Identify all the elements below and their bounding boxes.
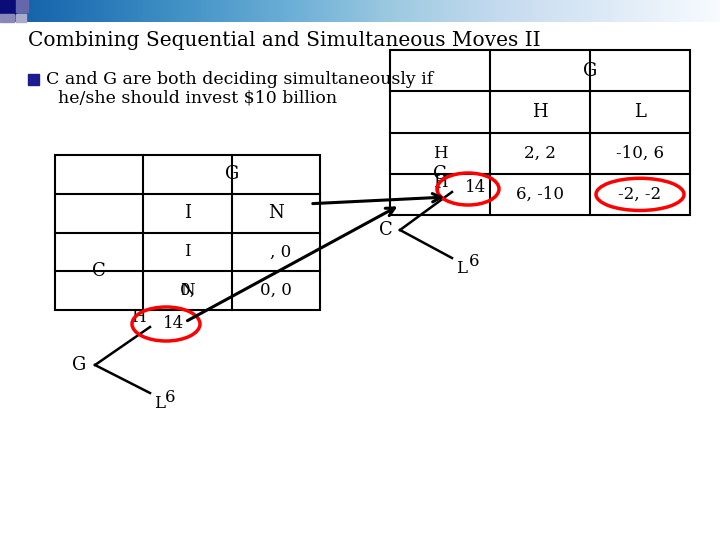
Text: 2, 2: 2, 2 (524, 145, 556, 161)
Text: 14: 14 (163, 314, 184, 332)
Text: H: H (532, 103, 548, 121)
Text: N: N (268, 204, 284, 222)
Bar (16, 14, 26, 22)
Text: L: L (634, 103, 646, 121)
Text: C: C (379, 221, 393, 239)
Text: 6, -10: 6, -10 (516, 186, 564, 203)
Text: H: H (433, 174, 448, 191)
Text: G: G (583, 62, 597, 79)
Text: L: L (456, 260, 467, 277)
Text: 0,: 0, (179, 282, 196, 299)
Text: C: C (433, 165, 447, 183)
Text: N: N (180, 282, 195, 299)
Text: C and G are both deciding simultaneously if: C and G are both deciding simultaneously… (46, 71, 433, 87)
Bar (390, 50, 690, 215)
Text: G: G (225, 165, 239, 184)
Text: -10, 6: -10, 6 (616, 145, 664, 161)
Text: 6: 6 (165, 388, 175, 406)
Text: Combining Sequential and Simultaneous Moves II: Combining Sequential and Simultaneous Mo… (28, 30, 541, 50)
Bar (28, 74, 39, 85)
Text: L: L (434, 186, 446, 203)
Text: 6: 6 (469, 253, 480, 271)
Text: I: I (184, 244, 191, 260)
Text: H: H (433, 145, 447, 161)
Text: -2, -2: -2, -2 (618, 186, 662, 203)
Text: G: G (72, 356, 86, 374)
Text: he/she should invest $10 billion: he/she should invest $10 billion (58, 90, 337, 106)
Text: , 0: , 0 (270, 244, 292, 260)
Text: C: C (92, 262, 106, 280)
Text: 0, 0: 0, 0 (260, 282, 292, 299)
Text: I: I (184, 204, 191, 222)
Bar (16, 0, 28, 12)
Text: 14: 14 (465, 179, 487, 197)
Text: L: L (154, 395, 165, 412)
Bar (55, 155, 320, 310)
Bar (0, 0, 16, 14)
Bar (0, 14, 14, 22)
Text: H: H (131, 309, 146, 326)
